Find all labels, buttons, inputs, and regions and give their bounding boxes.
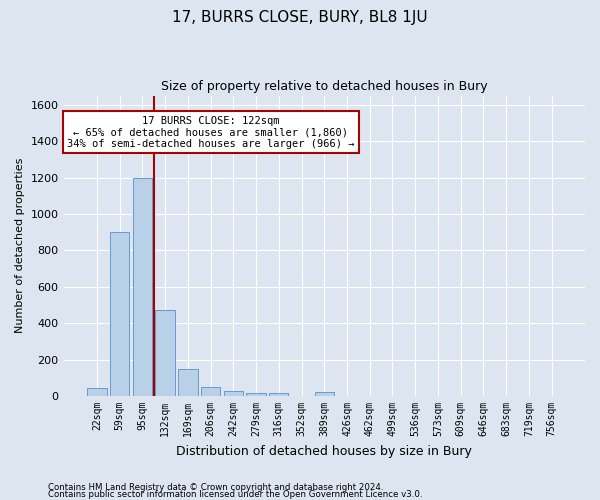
- Bar: [133, 178, 152, 396]
- Bar: [269, 393, 289, 396]
- Bar: [178, 368, 197, 396]
- Bar: [224, 390, 243, 396]
- Bar: [247, 394, 266, 396]
- Bar: [155, 310, 175, 396]
- X-axis label: Distribution of detached houses by size in Bury: Distribution of detached houses by size …: [176, 444, 472, 458]
- Text: 17, BURRS CLOSE, BURY, BL8 1JU: 17, BURRS CLOSE, BURY, BL8 1JU: [172, 10, 428, 25]
- Bar: [87, 388, 107, 396]
- Y-axis label: Number of detached properties: Number of detached properties: [15, 158, 25, 334]
- Title: Size of property relative to detached houses in Bury: Size of property relative to detached ho…: [161, 80, 488, 93]
- Bar: [110, 232, 130, 396]
- Text: Contains HM Land Registry data © Crown copyright and database right 2024.: Contains HM Land Registry data © Crown c…: [48, 484, 383, 492]
- Text: Contains public sector information licensed under the Open Government Licence v3: Contains public sector information licen…: [48, 490, 422, 499]
- Bar: [314, 392, 334, 396]
- Text: 17 BURRS CLOSE: 122sqm
← 65% of detached houses are smaller (1,860)
34% of semi-: 17 BURRS CLOSE: 122sqm ← 65% of detached…: [67, 116, 355, 149]
- Bar: [201, 388, 220, 396]
